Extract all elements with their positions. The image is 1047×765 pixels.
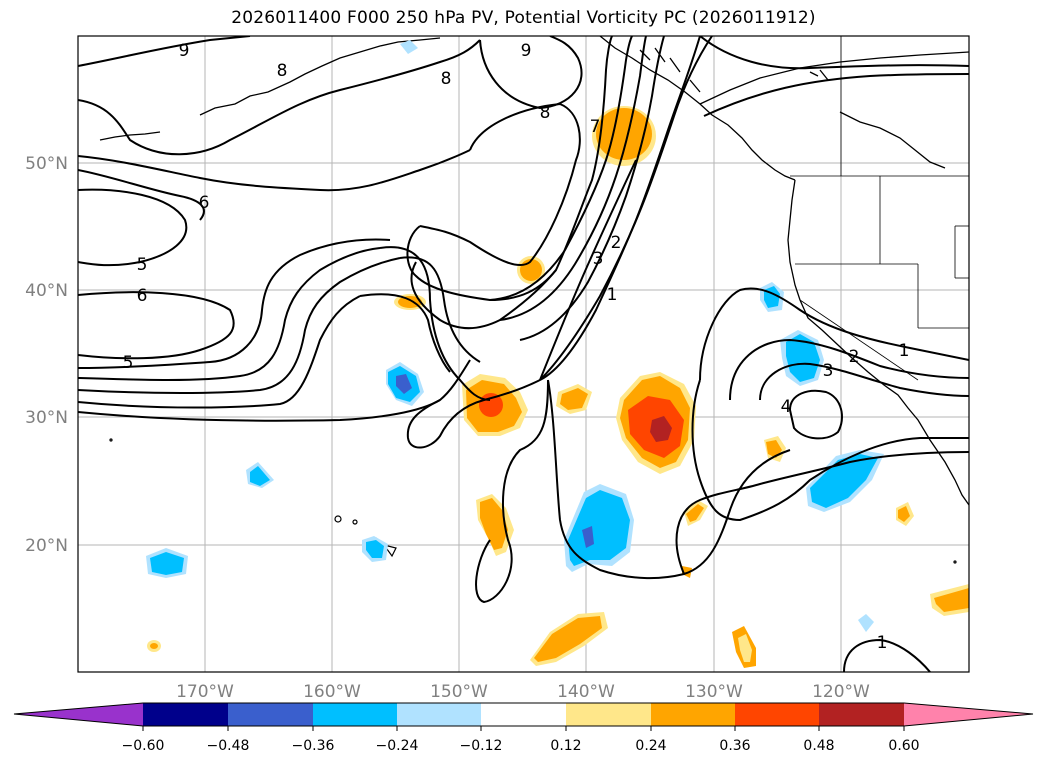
colorbar-tick-label: 0.24 [635, 738, 666, 754]
contour-label: 3 [593, 249, 604, 269]
colorbar-extend-low [14, 703, 143, 726]
contour-label: 9 [179, 41, 190, 61]
contour-label: 1 [607, 285, 618, 305]
borders [790, 36, 969, 381]
contour-label: 2 [611, 233, 622, 253]
colorbar-tick-label: 0.60 [888, 738, 919, 754]
lon-label: 160°W [303, 682, 361, 702]
contour-label: 6 [137, 286, 148, 306]
contour-label: 1 [877, 633, 888, 653]
lat-label: 30°N [25, 408, 68, 428]
map-frame [77, 35, 970, 673]
contour-label: 3 [823, 361, 834, 381]
lon-label: 120°W [812, 682, 870, 702]
map-plot-area: 9 8 8 9 8 7 6 5 6 5 3 2 1 2 3 4 1 1 [78, 36, 969, 672]
positive-anomalies [147, 106, 969, 668]
lat-label: 20°N [25, 536, 68, 556]
contour-label: 8 [277, 61, 288, 81]
lon-label: 140°W [557, 682, 615, 702]
colorbar-swatch [143, 703, 228, 726]
colorbar-tick-label: −0.48 [207, 738, 250, 754]
map-title: 2026011400 F000 250 hPa PV, Potential Vo… [231, 8, 816, 28]
contour-label: 1 [899, 341, 910, 361]
colorbar-swatch [481, 703, 566, 726]
colorbar-swatch [651, 703, 735, 726]
longitude-labels: 170°W 160°W 150°W 140°W 130°W 120°W [176, 682, 870, 702]
colorbar-ticks [142, 726, 905, 731]
lon-label: 130°W [685, 682, 743, 702]
negative-anomalies [146, 40, 884, 632]
contour-label: 5 [137, 255, 148, 275]
contour-labels: 9 8 8 9 8 7 6 5 6 5 3 2 1 2 3 4 1 1 [123, 41, 910, 653]
colorbar-swatch [228, 703, 313, 726]
contour-label: 8 [540, 103, 551, 123]
colorbar-tick-label: 0.36 [719, 738, 750, 754]
colorbar-extend-high [904, 703, 1033, 726]
contour-label: 4 [781, 397, 792, 417]
pv-contours [78, 36, 969, 672]
colorbar-swatch [313, 703, 397, 726]
lat-label: 40°N [25, 281, 68, 301]
colorbar-swatch [735, 703, 819, 726]
coastlines [99, 36, 969, 506]
contour-label: 5 [123, 353, 134, 373]
contour-label: 9 [521, 41, 532, 61]
colorbar-tick-label: −0.24 [376, 738, 419, 754]
lon-label: 170°W [176, 682, 234, 702]
contour-label: 6 [199, 193, 210, 213]
colorbar-tick-label: 0.12 [550, 738, 581, 754]
colorbar-tick-label: 0.48 [803, 738, 834, 754]
colorbar: −0.60 −0.48 −0.36 −0.24 −0.12 0.12 0.24 … [13, 702, 1034, 754]
contour-label: 8 [441, 69, 452, 89]
contour-label: 7 [590, 117, 601, 137]
colorbar-swatch [819, 703, 904, 726]
latitude-labels: 50°N 40°N 30°N 20°N [25, 154, 68, 556]
contour-label: 2 [849, 347, 860, 367]
colorbar-tick-label: −0.12 [460, 738, 503, 754]
lat-label: 50°N [25, 154, 68, 174]
colorbar-tick-label: −0.36 [292, 738, 335, 754]
colorbar-tick-label: −0.60 [122, 738, 165, 754]
colorbar-swatch [397, 703, 481, 726]
colorbar-swatch [566, 703, 651, 726]
lon-label: 150°W [430, 682, 488, 702]
